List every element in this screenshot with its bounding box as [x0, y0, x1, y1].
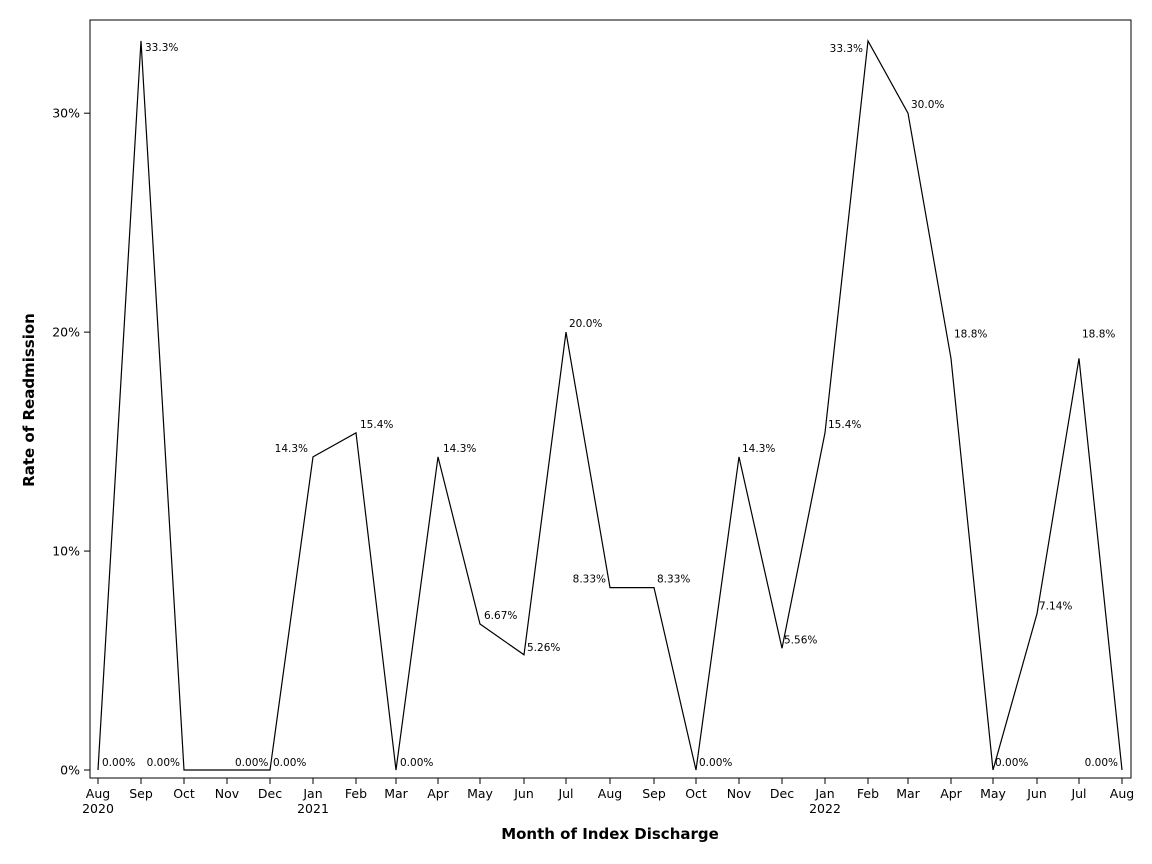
data-label: 18.8% [1082, 328, 1115, 340]
x-tick-label-month: Jul [1070, 786, 1086, 801]
x-axis-title: Month of Index Discharge [501, 825, 719, 843]
x-tick-label-month: Mar [896, 786, 920, 801]
x-tick-label-month: Sep [642, 786, 666, 801]
data-label: 0.00% [147, 757, 180, 769]
x-tick-label-month: Oct [685, 786, 707, 801]
data-label: 14.3% [443, 443, 476, 455]
data-label: 0.00% [102, 757, 135, 769]
x-tick-label-month: Nov [727, 786, 752, 801]
data-label: 15.4% [828, 419, 861, 431]
data-label: 33.3% [830, 43, 863, 55]
x-tick-label-month: Feb [857, 786, 879, 801]
data-label: 8.33% [657, 574, 690, 586]
y-tick-label: 0% [60, 763, 80, 778]
data-label: 5.26% [527, 642, 560, 654]
data-label: 5.56% [784, 634, 817, 646]
x-tick-label-month: Apr [940, 786, 962, 801]
x-tick-label-year: 2022 [809, 801, 841, 816]
x-tick-label-month: Feb [345, 786, 367, 801]
y-tick-label: 20% [52, 325, 80, 340]
data-labels: 0.00% 33.3% 0.00% 0.00% 0.00% 14.3% 15.4% 0.00%… [102, 42, 1118, 769]
data-label: 20.0% [569, 318, 602, 330]
data-label: 18.8% [954, 328, 987, 340]
x-tick-label-month: Oct [173, 786, 195, 801]
data-label: 0.00% [273, 757, 306, 769]
x-tick-label-month: Aug [86, 786, 110, 801]
x-tick-label-month: Jan [302, 786, 322, 801]
x-tick-label-month: Sep [129, 786, 153, 801]
x-tick-label-month: Jan [814, 786, 834, 801]
y-tick-label: 30% [52, 106, 80, 121]
data-label: 14.3% [275, 443, 308, 455]
x-tick-label-month: May [467, 786, 493, 801]
series-line [97, 38, 1123, 771]
data-label: 0.00% [995, 757, 1028, 769]
data-label: 8.33% [573, 574, 606, 586]
data-label: 0.00% [699, 757, 732, 769]
x-tick-label-month: Aug [598, 786, 622, 801]
y-axis-title: Rate of Readmission [20, 313, 38, 487]
x-tick-label-month: Jun [513, 786, 534, 801]
data-label: 0.00% [235, 757, 268, 769]
x-tick-label-month: Apr [427, 786, 449, 801]
plot-frame [89, 19, 1132, 779]
x-tick-label-month: Dec [770, 786, 794, 801]
data-label: 15.4% [360, 419, 393, 431]
x-tick-label-year: 2020 [82, 801, 114, 816]
x-tick-label-year: 2021 [297, 801, 329, 816]
data-label: 6.67% [484, 610, 517, 622]
data-label: 14.3% [742, 443, 775, 455]
data-label: 30.0% [911, 99, 944, 111]
x-tick-label-month: Jul [557, 786, 573, 801]
data-label: 0.00% [1085, 757, 1118, 769]
data-label: 7.14% [1039, 601, 1072, 613]
data-label: 0.00% [400, 757, 433, 769]
x-tick-label-month: Jun [1026, 786, 1047, 801]
x-tick-label-month: Dec [258, 786, 282, 801]
x-tick-label-month: Aug [1110, 786, 1134, 801]
y-axis-ticks: 0% 10% 20% 30% [52, 106, 90, 778]
data-label: 33.3% [145, 42, 178, 54]
y-tick-label: 10% [52, 544, 80, 559]
x-tick-label-month: Nov [215, 786, 240, 801]
x-tick-label-month: May [980, 786, 1006, 801]
x-tick-label-month: Mar [384, 786, 408, 801]
